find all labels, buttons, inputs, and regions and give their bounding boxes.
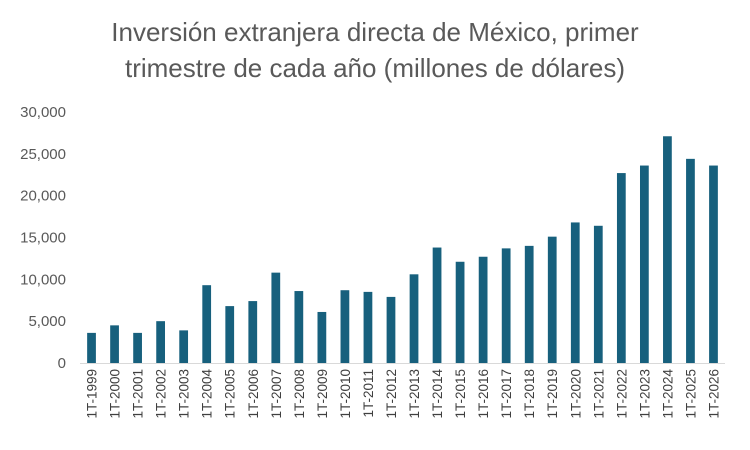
bars bbox=[87, 136, 718, 363]
bar-1T-2022 bbox=[616, 173, 626, 363]
bar-1T-2013 bbox=[409, 274, 419, 363]
bar-1T-2006 bbox=[248, 301, 258, 363]
y-tick-label: 30,000 bbox=[20, 104, 66, 121]
x-tick-label-1T-2022: 1T-2022 bbox=[614, 369, 629, 419]
x-axis: 1T-1999 1T-2000 1T-2001 1T-2002 1T-2003 1T-20… bbox=[80, 363, 725, 419]
bar-1T-2017 bbox=[501, 248, 511, 363]
bar-1T-2021 bbox=[593, 225, 603, 363]
bar-1T-2020 bbox=[570, 222, 580, 363]
x-tick-label-1T-1999: 1T-1999 bbox=[85, 369, 100, 419]
bar-1T-2012 bbox=[386, 296, 396, 363]
x-tick-label-1T-2026: 1T-2026 bbox=[706, 369, 721, 419]
y-tick-label: 0 bbox=[58, 355, 66, 372]
x-tick-label-1T-2023: 1T-2023 bbox=[637, 369, 652, 419]
bar-1T-2008 bbox=[294, 291, 304, 363]
y-tick-label: 5,000 bbox=[28, 313, 66, 330]
bar-1T-2025 bbox=[686, 158, 695, 363]
x-tick-label-1T-2017: 1T-2017 bbox=[499, 369, 514, 419]
x-tick-label-1T-2014: 1T-2014 bbox=[430, 369, 445, 419]
bar-1T-2004 bbox=[202, 285, 212, 363]
x-tick-label-1T-2009: 1T-2009 bbox=[315, 369, 330, 419]
bar-1T-2009 bbox=[317, 311, 327, 363]
bar-1T-2005 bbox=[225, 306, 235, 363]
bar-1T-2002 bbox=[156, 321, 166, 363]
bar-1T-2024 bbox=[663, 136, 672, 363]
x-tick-label-1T-2024: 1T-2024 bbox=[660, 369, 675, 419]
bar-1T-1999 bbox=[87, 332, 96, 363]
y-tick-label: 10,000 bbox=[20, 271, 66, 288]
x-tick-label-1T-2000: 1T-2000 bbox=[108, 369, 123, 419]
bar-1T-2014 bbox=[432, 247, 442, 363]
x-tick-label-1T-2010: 1T-2010 bbox=[338, 369, 353, 419]
x-tick-label-1T-2020: 1T-2020 bbox=[568, 369, 583, 419]
x-tick-label-1T-2021: 1T-2021 bbox=[591, 369, 606, 419]
bar-1T-2010 bbox=[340, 290, 350, 363]
x-tick-label-1T-2005: 1T-2005 bbox=[223, 369, 238, 419]
x-tick-label-1T-2004: 1T-2004 bbox=[200, 369, 215, 419]
x-tick-label-1T-2008: 1T-2008 bbox=[292, 369, 307, 419]
chart-title: Inversión extranjera directa de México, … bbox=[0, 14, 750, 86]
y-tick-label: 25,000 bbox=[20, 146, 66, 163]
x-tick-label-1T-2015: 1T-2015 bbox=[453, 369, 468, 419]
x-tick-label-1T-2011: 1T-2011 bbox=[361, 369, 376, 418]
bar-1T-2023 bbox=[639, 165, 649, 363]
bar-1T-2026 bbox=[709, 165, 718, 363]
y-tick-label: 20,000 bbox=[20, 188, 66, 205]
x-tick-label-1T-2013: 1T-2013 bbox=[407, 369, 422, 419]
bar-1T-2018 bbox=[524, 245, 534, 363]
y-tick-label: 15,000 bbox=[20, 230, 66, 247]
x-tick-label-1T-2007: 1T-2007 bbox=[269, 369, 284, 419]
bar-1T-2001 bbox=[133, 332, 142, 363]
x-tick-label-1T-2019: 1T-2019 bbox=[545, 369, 560, 419]
x-tick-label-1T-2016: 1T-2016 bbox=[476, 369, 491, 419]
x-tick-label-1T-2001: 1T-2001 bbox=[131, 369, 146, 419]
bar-1T-2011 bbox=[363, 291, 373, 363]
chart-title-line-2: trimestre de cada año (millones de dólar… bbox=[124, 53, 626, 83]
bar-1T-2000 bbox=[110, 325, 119, 363]
x-tick-label-1T-2012: 1T-2012 bbox=[384, 369, 399, 419]
x-tick-label-1T-2025: 1T-2025 bbox=[683, 369, 698, 419]
bar-1T-2019 bbox=[547, 236, 557, 363]
chart-title-line-1: Inversión extranjera directa de México, … bbox=[111, 17, 639, 47]
x-tick-label-1T-2002: 1T-2002 bbox=[154, 369, 169, 419]
x-tick-label-1T-2006: 1T-2006 bbox=[246, 369, 261, 419]
bar-1T-2007 bbox=[271, 272, 281, 363]
bar-1T-2003 bbox=[179, 330, 189, 363]
bar-1T-2015 bbox=[455, 261, 465, 363]
x-tick-label-1T-2018: 1T-2018 bbox=[522, 369, 537, 419]
bar-1T-2016 bbox=[478, 256, 488, 363]
y-axis: 0 5,000 10,000 15,000 20,000 25,000 30,000 bbox=[20, 104, 66, 372]
x-tick-label-1T-2003: 1T-2003 bbox=[177, 369, 192, 419]
